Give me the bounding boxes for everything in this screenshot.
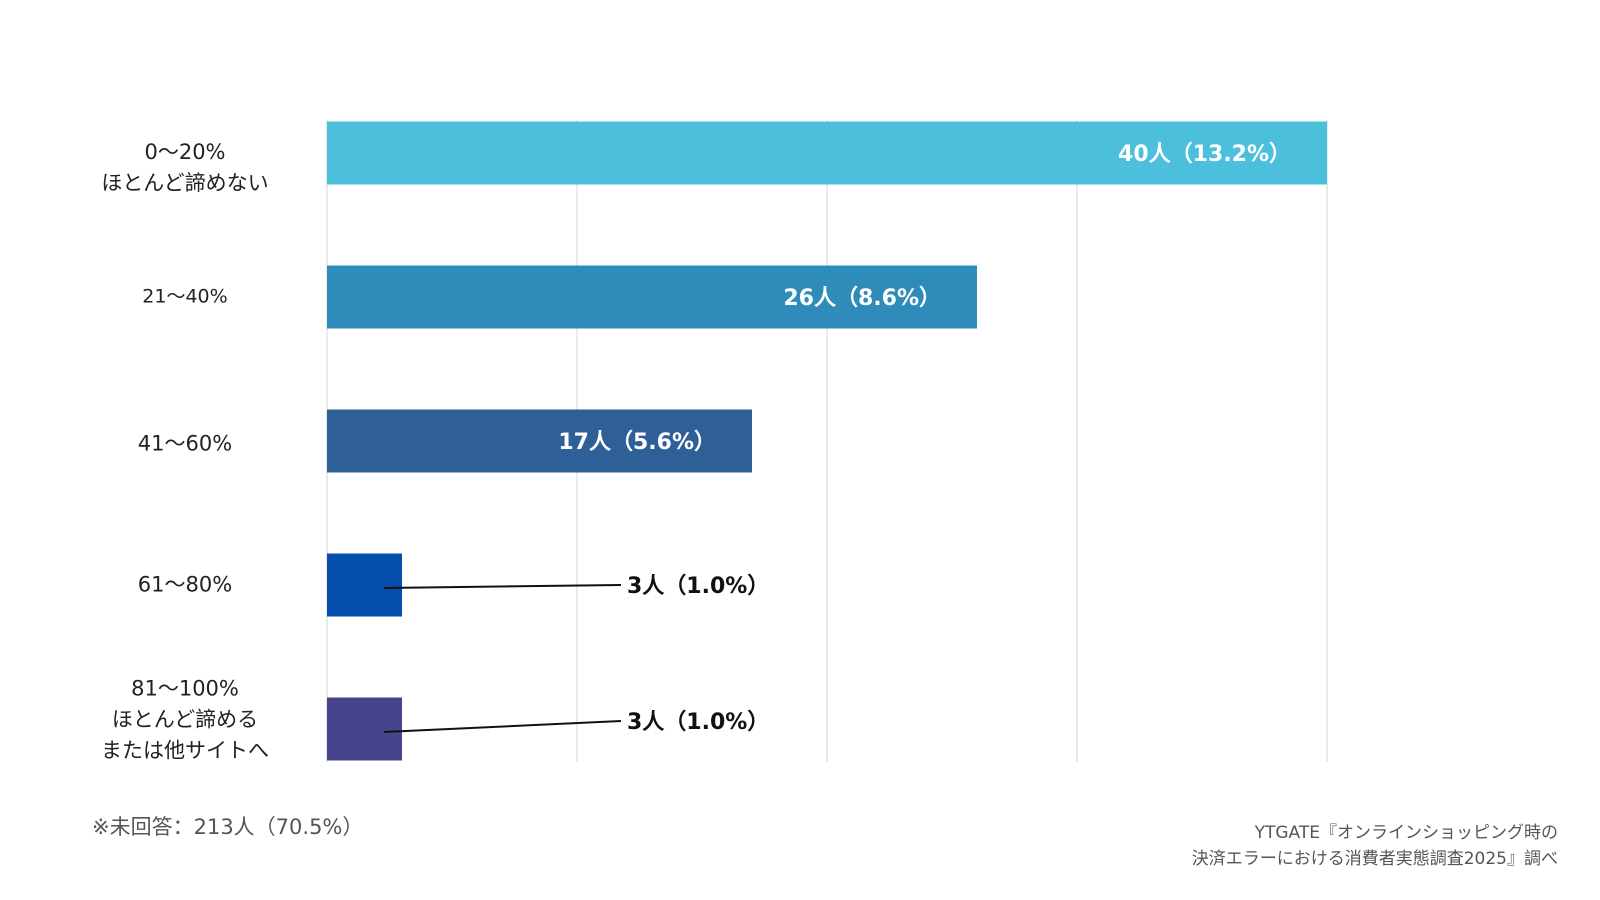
source-credit: YTGATE『オンラインショッピング時の 決済エラーにおける消費者実態調査202… xyxy=(1192,820,1558,872)
bar xyxy=(327,697,402,761)
category-label-line: または他サイトへ xyxy=(101,738,269,763)
category-label-0-20: 0〜20% ほとんど諦めない xyxy=(40,137,330,199)
data-label: 26人（8.6%） xyxy=(783,286,941,311)
source-line: 決済エラーにおける消費者実態調査2025』調べ xyxy=(1191,849,1558,869)
category-label-line: 41〜60% xyxy=(137,431,233,456)
data-label: 3人（1.0%） xyxy=(627,710,769,735)
bar xyxy=(327,409,752,473)
leader-line xyxy=(383,720,622,733)
category-label-81-100: 81〜100% ほとんど諦める または他サイトへ xyxy=(40,674,330,767)
leader-line xyxy=(383,584,622,589)
category-label-21-40: 21〜40% xyxy=(40,282,330,313)
data-label: 17人（5.6%） xyxy=(558,430,716,455)
data-label: 40人（13.2%） xyxy=(1118,142,1291,167)
source-line: YTGATE『オンラインショッピング時の xyxy=(1254,823,1558,843)
category-label-line: ほとんど諦める xyxy=(111,707,259,732)
category-label-41-60: 41〜60% xyxy=(40,429,330,460)
category-label-line: 61〜80% xyxy=(137,572,233,597)
no-answer-note: ※未回答：213人（70.5%） xyxy=(92,815,364,839)
category-label-61-80: 61〜80% xyxy=(40,570,330,601)
category-label-line: 21〜40% xyxy=(142,285,228,308)
category-label-line: ほとんど諦めない xyxy=(101,171,269,195)
bar xyxy=(327,265,977,329)
category-label-line: 0〜20% xyxy=(144,140,226,164)
bar xyxy=(327,121,1327,185)
data-label: 3人（1.0%） xyxy=(627,574,769,599)
category-label-line: 81〜100% xyxy=(131,676,239,701)
bar xyxy=(327,553,402,617)
